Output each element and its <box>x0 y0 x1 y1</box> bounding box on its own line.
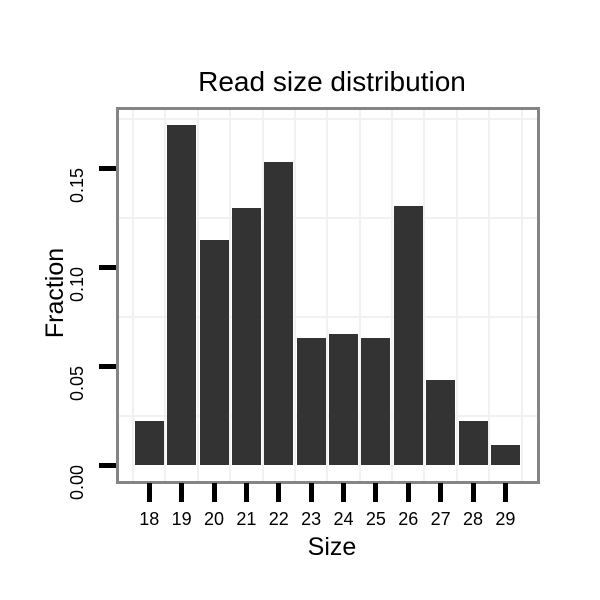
gridline-vertical <box>455 110 458 481</box>
x-tick-mark <box>373 483 379 502</box>
x-tick-label: 18 <box>139 509 160 529</box>
bar-26 <box>393 205 423 465</box>
bar-25 <box>361 338 391 465</box>
x-tick-label: 23 <box>301 509 322 529</box>
x-tick-label: 27 <box>430 509 451 529</box>
bar-29 <box>490 445 520 465</box>
gridline-vertical <box>391 110 394 481</box>
x-tick-label: 24 <box>333 509 354 529</box>
bar-23 <box>296 338 326 465</box>
y-axis-label: Fraction <box>41 247 69 339</box>
x-tick-mark <box>211 483 217 502</box>
bar-22 <box>264 162 294 465</box>
gridline-vertical <box>423 110 426 481</box>
bar-21 <box>231 207 261 465</box>
x-axis-label: Size <box>307 533 357 561</box>
bar-20 <box>199 239 229 465</box>
gridline-vertical <box>520 110 523 481</box>
plot-panel <box>116 107 540 484</box>
x-tick-label: 25 <box>365 509 386 529</box>
x-tick-label: 20 <box>204 509 225 529</box>
gridline-vertical <box>326 110 329 481</box>
x-tick-label: 21 <box>236 509 257 529</box>
x-tick-mark <box>243 483 249 502</box>
chart-title: Read size distribution <box>198 66 466 97</box>
x-tick-mark <box>341 483 347 502</box>
x-tick-mark <box>470 483 476 502</box>
bar-27 <box>426 379 456 465</box>
gridline-vertical <box>132 110 135 481</box>
y-tick-mark <box>99 165 116 171</box>
y-tick-label: 0.15 <box>67 168 87 204</box>
x-tick-label: 28 <box>462 509 484 529</box>
gridline-vertical <box>164 110 167 481</box>
gridline-vertical <box>358 110 361 481</box>
x-tick-mark <box>405 483 411 502</box>
gridline-vertical <box>488 110 491 481</box>
y-tick-label: 0.05 <box>67 366 87 402</box>
gridline-vertical <box>293 110 296 481</box>
y-tick-label: 0.00 <box>67 465 87 501</box>
x-tick-mark <box>502 483 508 502</box>
gridline-vertical <box>196 110 199 481</box>
y-tick-label: 0.10 <box>67 267 87 303</box>
x-tick-mark <box>438 483 444 502</box>
x-tick-mark <box>179 483 185 502</box>
bar-28 <box>458 421 488 465</box>
x-tick-label: 29 <box>495 509 516 529</box>
bar-24 <box>329 334 359 465</box>
x-tick-label: 26 <box>398 509 419 529</box>
bar-19 <box>167 124 197 465</box>
y-tick-mark <box>99 363 116 369</box>
gridline-vertical <box>261 110 264 481</box>
x-tick-mark <box>308 483 314 502</box>
x-tick-mark <box>146 483 152 502</box>
x-tick-label: 19 <box>171 509 192 529</box>
x-tick-label: 22 <box>268 509 289 529</box>
x-tick-mark <box>276 483 282 502</box>
y-tick-mark <box>99 462 116 468</box>
y-tick-mark <box>99 264 116 270</box>
bar-18 <box>134 421 164 465</box>
gridline-vertical <box>229 110 232 481</box>
